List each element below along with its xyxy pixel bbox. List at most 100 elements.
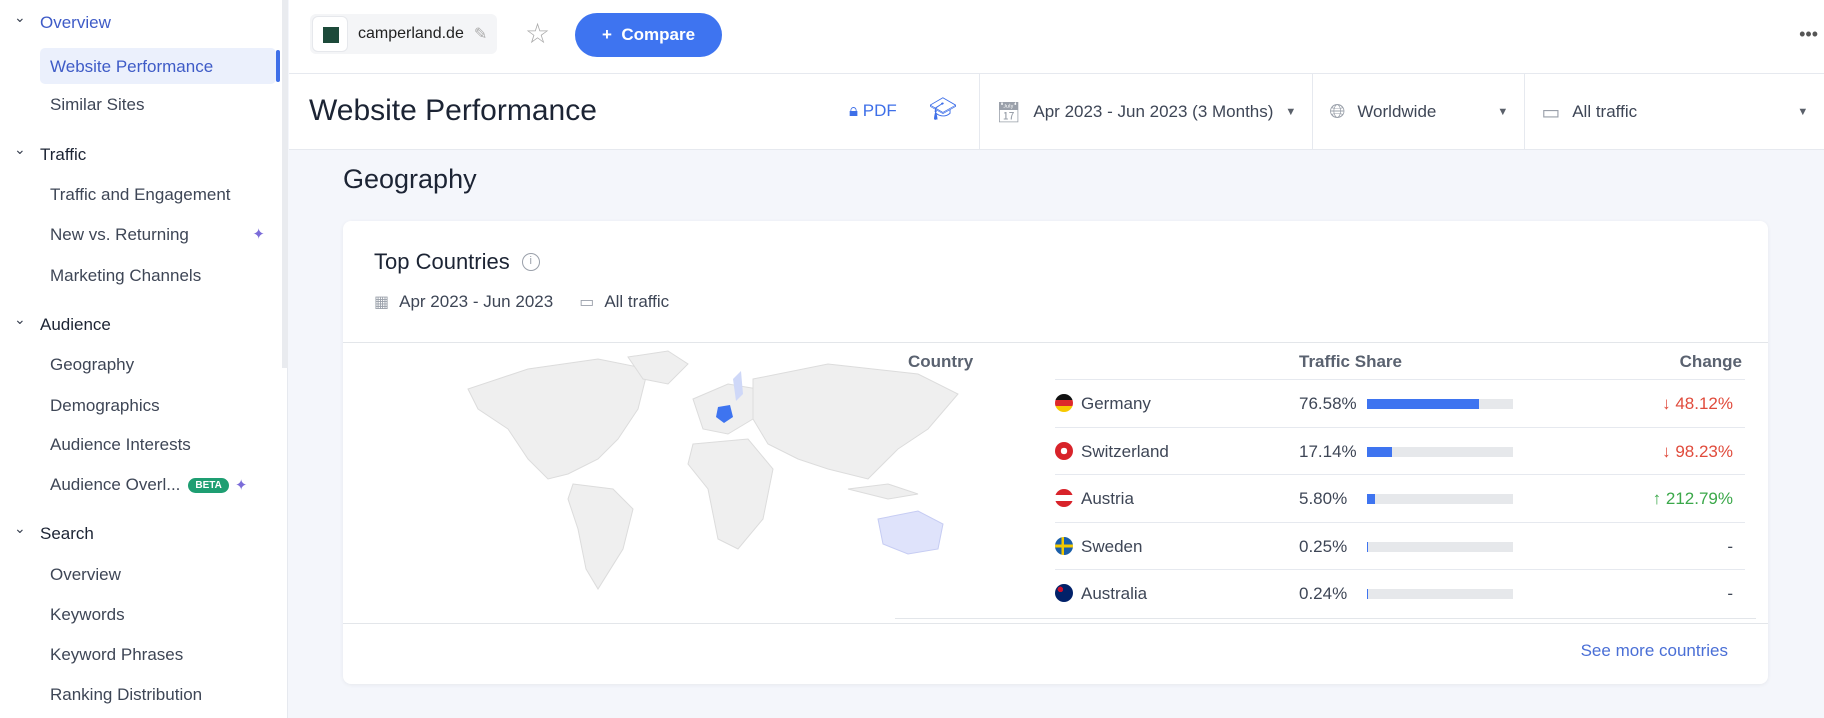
region-label: Worldwide (1357, 102, 1437, 121)
column-header-traffic-share[interactable]: Traffic Share (1299, 352, 1402, 371)
map-greenland (627, 350, 689, 385)
sidebar: ⌄ Overview Website Performance Similar Si… (0, 0, 288, 718)
sidebar-item-ranking-distribution[interactable]: Ranking Distribution (50, 685, 203, 704)
sidebar-item-keyword-phrases[interactable]: Keyword Phrases (50, 645, 184, 664)
pdf-label: PDF (862, 101, 897, 120)
sidebar-item-search-overview[interactable]: Overview (50, 565, 121, 584)
column-header-change[interactable]: Change (1679, 352, 1742, 371)
caret-down-icon: ▼ (1797, 106, 1809, 118)
filters: 📅︎ Apr 2023 - Jun 2023 (3 Months) ▼ 🌐︎ W… (979, 74, 1824, 149)
traffic-share-fill (1367, 446, 1393, 457)
change-value: - (1727, 537, 1733, 557)
change-arrow-icon: ↑ (1652, 489, 1666, 508)
active-marker (276, 50, 280, 82)
change-value: ↓ 98.23% (1662, 442, 1733, 462)
sidebar-item-audience-overlap[interactable]: Audience Overl... BETA ✦ (50, 475, 247, 495)
traffic-share-bar (1367, 494, 1513, 504)
country-name: Sweden (1081, 536, 1143, 556)
see-more-countries-link[interactable]: See more countries (1580, 641, 1728, 660)
table-row[interactable]: Germany 76.58% ↓ 48.12% (1055, 379, 1745, 426)
traffic-share: 17.14% (1299, 441, 1357, 461)
section-title: Geography (343, 164, 477, 194)
traffic-share: 76.58% (1299, 394, 1357, 413)
sidebar-item-demographics[interactable]: Demographics (50, 396, 160, 415)
star-icon[interactable]: ☆ (525, 18, 551, 49)
page-title: Website Performance (309, 94, 597, 127)
sidebar-item-marketing-channels[interactable]: Marketing Channels (50, 266, 202, 285)
sidebar-item-keywords[interactable]: Keywords (50, 605, 125, 624)
sidebar-section-overview[interactable]: ⌄ Overview (14, 9, 111, 33)
top-countries-card: Top Countries i ▦ Apr 2023 - Jun 2023 ▭ … (343, 221, 1768, 684)
traffic-share-bar (1367, 589, 1513, 599)
sparkle-icon: ✦ (252, 226, 265, 243)
sidebar-section-audience[interactable]: ⌄ Audience (14, 311, 111, 335)
section-label: Overview (40, 13, 111, 32)
pdf-button[interactable]: 🔒︎ PDF (849, 101, 897, 121)
change-text: 48.12% (1675, 394, 1733, 413)
section-label: Search (40, 524, 94, 543)
sidebar-section-traffic[interactable]: ⌄ Traffic (14, 141, 87, 165)
sidebar-item-geography[interactable]: Geography (50, 355, 135, 374)
flag-icon (1055, 489, 1073, 507)
item-label: Audience Overl... (50, 475, 181, 494)
table-row[interactable]: Sweden 0.25% - (1055, 521, 1745, 569)
table-row[interactable]: Austria 5.80% ↑ 212.79% (1055, 474, 1745, 521)
map-australia (877, 510, 944, 555)
traffic-share-fill (1367, 399, 1479, 409)
date-range-filter[interactable]: 📅︎ Apr 2023 - Jun 2023 (3 Months) ▼ (979, 74, 1312, 149)
flag-icon (1055, 536, 1073, 555)
calendar-icon: 📅︎ (996, 101, 1022, 124)
change-arrow-icon: ↓ (1662, 441, 1676, 461)
traffic-share-bar (1367, 399, 1513, 409)
sidebar-item-website-performance[interactable]: Website Performance (40, 48, 276, 84)
more-icon[interactable]: ••• (1799, 24, 1818, 44)
card-traffic: All traffic (604, 292, 670, 311)
traffic-filter[interactable]: ▭ All traffic ▼ (1524, 74, 1824, 149)
pencil-icon[interactable]: ✎ (473, 26, 488, 43)
compare-button[interactable]: + Compare (575, 13, 722, 57)
map-south-america (567, 483, 634, 590)
change-value: ↑ 212.79% (1653, 489, 1733, 509)
item-label: Website Performance (50, 57, 214, 76)
section-label: Traffic (40, 145, 87, 164)
map-africa (687, 438, 774, 550)
change-text: - (1727, 536, 1733, 556)
caret-down-icon: ▼ (1285, 106, 1297, 118)
traffic-share-fill (1367, 541, 1369, 552)
traffic-share: 0.25% (1299, 536, 1348, 556)
devices-icon: ▭ (579, 294, 595, 311)
sidebar-scrollbar[interactable] (282, 0, 288, 368)
table-row[interactable]: Australia 0.24% - (1055, 569, 1745, 616)
region-filter[interactable]: 🌐︎ Worldwide ▼ (1312, 74, 1524, 149)
page-header: Website Performance 🔒︎ PDF 🎓︎ 📅︎ Apr 202… (289, 74, 1824, 150)
sidebar-item-new-vs-returning[interactable]: New vs. Returning ✦ (50, 225, 265, 245)
flag-icon (1055, 394, 1073, 412)
column-header-country[interactable]: Country (908, 352, 974, 371)
table-row[interactable]: Switzerland 17.14% ↓ 98.23% (1055, 426, 1745, 474)
sidebar-item-traffic-engagement[interactable]: Traffic and Engagement (50, 185, 231, 204)
caret-down-icon: ▼ (1497, 106, 1509, 118)
compare-label: Compare (621, 25, 696, 44)
sidebar-section-search[interactable]: ⌄ Search (14, 520, 94, 544)
map-germany (716, 405, 733, 423)
country-name: Switzerland (1081, 441, 1169, 461)
graduation-cap-icon[interactable]: 🎓︎ (929, 96, 957, 121)
change-text: - (1727, 584, 1733, 603)
calendar-icon: ▦ (374, 294, 390, 311)
sidebar-item-similar-sites[interactable]: Similar Sites (50, 95, 145, 114)
traffic-share-bar (1367, 541, 1513, 552)
change-arrow-icon: ↓ (1662, 394, 1676, 413)
change-text: 212.79% (1665, 489, 1733, 508)
flag-icon (1055, 584, 1073, 602)
map-sweden (733, 371, 743, 401)
flag-icon (1055, 441, 1073, 460)
plus-icon: + (601, 25, 612, 44)
traffic-share-fill (1367, 589, 1369, 599)
divider (343, 623, 1768, 624)
country-name: Australia (1081, 584, 1148, 603)
info-icon[interactable]: i (521, 253, 540, 271)
chevron-down-icon: ⌄ (14, 311, 26, 327)
date-range-label: Apr 2023 - Jun 2023 (3 Months) (1033, 102, 1274, 121)
sidebar-item-audience-interests[interactable]: Audience Interests (50, 435, 191, 454)
site-chip[interactable]: camperland.de ✎ (310, 14, 498, 54)
